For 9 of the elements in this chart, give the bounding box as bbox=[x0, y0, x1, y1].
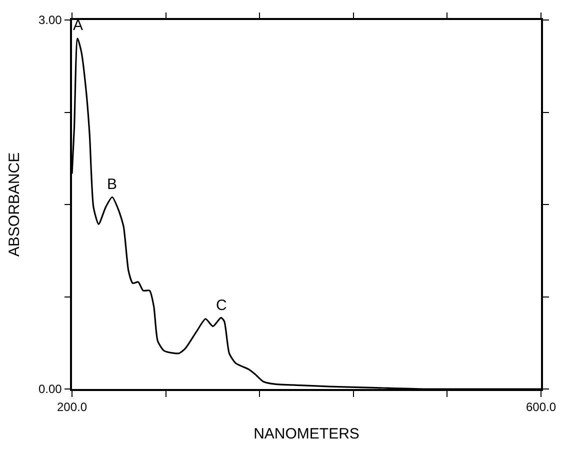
x-tick-label: 200.0 bbox=[56, 400, 88, 414]
annotation: B bbox=[107, 176, 118, 193]
y-axis-title: ABSORBANCE bbox=[6, 152, 24, 257]
annotation: A bbox=[73, 17, 84, 34]
y-tick-label: 3.00 bbox=[38, 13, 62, 28]
x-tick-label: 600.0 bbox=[526, 400, 556, 414]
x-axis-title: NANOMETERS bbox=[254, 426, 360, 443]
y-tick-label: 0.00 bbox=[38, 382, 62, 396]
annotation: C bbox=[216, 297, 227, 314]
